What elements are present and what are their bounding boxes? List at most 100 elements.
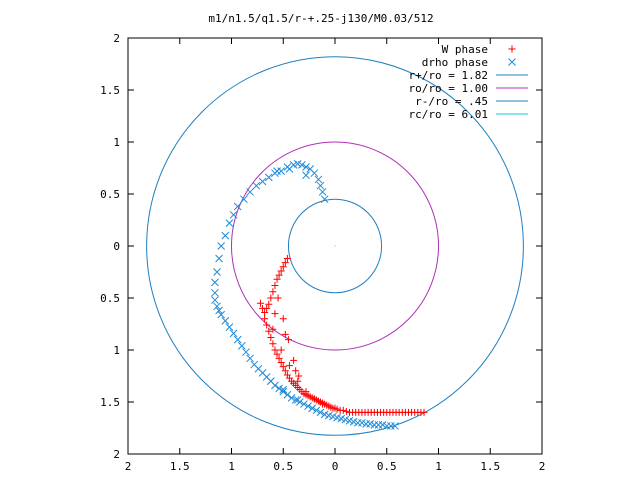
drho-phase-point: [246, 188, 254, 196]
drho-phase-point: [215, 306, 223, 315]
drho-phase-point: [258, 177, 267, 186]
x-tick-label: 1: [228, 460, 235, 473]
drho-phase-point: [314, 175, 323, 184]
w-phase-point: [333, 405, 341, 413]
drho-phase-point: [285, 165, 294, 173]
drho-phase-point: [215, 254, 223, 263]
drho-phase-point: [316, 181, 325, 190]
w-phase-point: [263, 321, 271, 329]
w-phase-point: [277, 267, 285, 275]
legend-label: r-/ro = .45: [415, 95, 488, 108]
x-tick-label: 1: [435, 460, 442, 473]
drho-phase-point: [246, 354, 254, 363]
w-phase-point: [265, 327, 273, 335]
x-tick-label: 2: [125, 460, 132, 473]
y-tick-label: 2: [113, 448, 120, 461]
w-phase-point: [273, 275, 281, 283]
x-tick-label: 0.5: [377, 460, 397, 473]
w-phase-point: [294, 377, 302, 385]
w-phase-point: [279, 363, 287, 371]
drho-phase-point: [266, 377, 275, 386]
axis-ticks: 2 1.5 1 0.5 0 0.5 1 1.5 221.510.500.511.52: [100, 32, 545, 473]
w-phase-point: [342, 407, 350, 415]
origin-point: [334, 245, 336, 247]
drho-phase-point: [211, 288, 219, 297]
drho-phase-point: [320, 195, 329, 204]
drho-phase-point: [211, 278, 219, 287]
drho-phase-point: [293, 396, 302, 404]
drho-phase-point: [221, 317, 230, 325]
drho-phase-point: [252, 181, 261, 190]
w-phase-point: [279, 263, 287, 271]
drho-phase-point: [273, 167, 281, 175]
w-phase-point: [271, 346, 279, 354]
drho-phase-point: [302, 163, 310, 171]
legend-label: rc/ro = 6.01: [409, 108, 488, 121]
reference-circles: [146, 56, 524, 436]
y-tick-label: 0.5: [100, 188, 120, 201]
w-phase-point: [310, 395, 318, 403]
w-phase-point: [277, 358, 285, 366]
drho-phase-point: [312, 406, 321, 415]
legend-symbol: [508, 58, 516, 66]
w-phase-point: [265, 300, 273, 308]
w-phase-point: [283, 254, 291, 262]
drho-phase-point: [283, 390, 292, 399]
x-tick-label: 2: [539, 460, 546, 473]
legend-label: ro/ro = 1.00: [409, 82, 488, 95]
drho-phase-point: [237, 341, 246, 350]
drho-phase-point: [277, 167, 286, 175]
drho-phase-point: [213, 302, 221, 311]
drho-phase-point: [233, 335, 242, 344]
legend-label: r+/ro = 1.82: [409, 69, 488, 82]
drho-phase-point: [279, 385, 288, 394]
w-phase-point: [285, 362, 293, 370]
w-phase-point: [261, 309, 269, 317]
w-phase-point: [274, 294, 282, 302]
drho-phase-point: [374, 421, 383, 429]
x-tick-label: 1.5: [480, 460, 500, 473]
w-phase-point: [281, 259, 289, 267]
drho-phase-point: [264, 173, 273, 182]
y-tick-label: 0.5: [100, 292, 120, 305]
w-phase-point: [269, 340, 277, 348]
reference-circle: [146, 56, 524, 436]
drho-phase-point: [213, 268, 221, 276]
drho-phase-point: [217, 310, 226, 319]
x-tick-label: 1.5: [170, 460, 190, 473]
chart-title: m1/n1.5/q1.5/r-+.25-j130/M0.03/512: [208, 12, 433, 25]
w-phase-point: [277, 346, 285, 354]
data-series: [211, 159, 428, 430]
drho-phase-point: [291, 396, 300, 404]
drho-phase-point: [221, 231, 230, 240]
w-phase-point: [281, 330, 289, 338]
w-phase-point: [275, 354, 283, 362]
legend-symbol: [508, 45, 516, 53]
drho-phase-point: [225, 323, 234, 331]
drho-phase-point: [229, 210, 238, 219]
drho-phase-point: [211, 296, 219, 304]
w-phase-point: [420, 408, 428, 416]
w-phase-point: [273, 350, 281, 358]
legend-label: W phase: [442, 43, 488, 56]
w-phase-point: [302, 388, 310, 396]
drho-phase-point: [217, 242, 226, 250]
x-tick-label: 0.5: [273, 460, 293, 473]
w-phase-point: [269, 288, 277, 296]
drho-phase-point: [302, 171, 310, 180]
drho-phase-point: [304, 402, 312, 411]
drho-phase-point: [318, 188, 327, 196]
w-phase-point: [284, 336, 292, 344]
w-phase-point: [275, 271, 283, 279]
y-tick-label: 1: [113, 136, 120, 149]
drho-phase-point: [233, 202, 242, 211]
w-phase-point: [290, 356, 298, 364]
y-tick-label: 1: [113, 344, 120, 357]
drho-phase-point: [287, 393, 296, 402]
w-phase-point: [259, 304, 267, 312]
y-tick-label: 0: [113, 240, 120, 253]
legend-label: drho phase: [422, 56, 488, 69]
drho-phase-point: [391, 422, 399, 430]
